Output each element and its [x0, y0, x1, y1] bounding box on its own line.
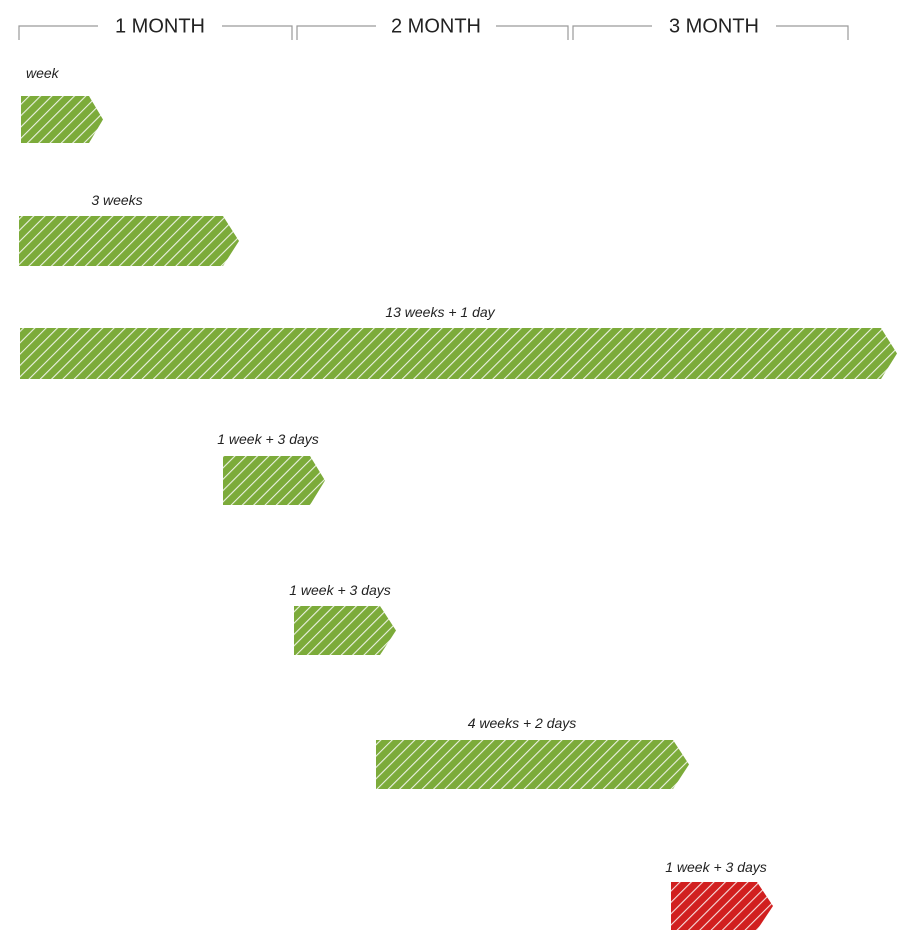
month-label-3: 3 MONTH: [669, 15, 759, 37]
task-bar-label-3: 13 weeks + 1 day: [385, 304, 495, 320]
task-bar-arrow-2: [19, 216, 239, 266]
task-bar-6: 4 weeks + 2 days: [376, 715, 689, 789]
month-bracket-1: [18, 25, 293, 40]
task-bar-label-4: 1 week + 3 days: [217, 431, 319, 447]
task-bar-1: week: [21, 65, 103, 143]
task-bar-arrow-5: [294, 606, 396, 655]
task-bar-arrow-3: [20, 328, 897, 379]
task-bar-7: 1 week + 3 days: [665, 859, 773, 930]
task-bar-3: 13 weeks + 1 day: [20, 304, 897, 379]
month-bracket-3: [572, 25, 849, 40]
task-bar-label-6: 4 weeks + 2 days: [468, 715, 577, 731]
task-bar-arrow-7: [671, 882, 773, 930]
month-segment-2: 2 MONTH: [296, 15, 569, 40]
task-bar-arrow-6: [376, 740, 689, 789]
task-bar-label-7: 1 week + 3 days: [665, 859, 767, 875]
task-bar-label-2: 3 weeks: [91, 192, 142, 208]
month-segment-3: 3 MONTH: [572, 15, 849, 40]
month-bracket-2: [296, 25, 569, 40]
month-label-2: 2 MONTH: [391, 15, 481, 37]
task-bar-label-1: week: [26, 65, 60, 81]
task-bar-label-5: 1 week + 3 days: [289, 582, 391, 598]
task-bar-arrow-1: [21, 96, 103, 143]
task-bar-arrow-4: [223, 456, 325, 505]
task-bar-4: 1 week + 3 days: [217, 431, 325, 505]
month-axis: 1 MONTH 2 MONTH 3 MONTH: [18, 15, 849, 40]
month-label-1: 1 MONTH: [115, 15, 205, 37]
month-segment-1: 1 MONTH: [18, 15, 293, 40]
task-bar-5: 1 week + 3 days: [289, 582, 396, 655]
task-bars: week 3 weeks 13 weeks + 1 day 1 week + 3…: [19, 65, 897, 930]
task-bar-2: 3 weeks: [19, 192, 239, 266]
